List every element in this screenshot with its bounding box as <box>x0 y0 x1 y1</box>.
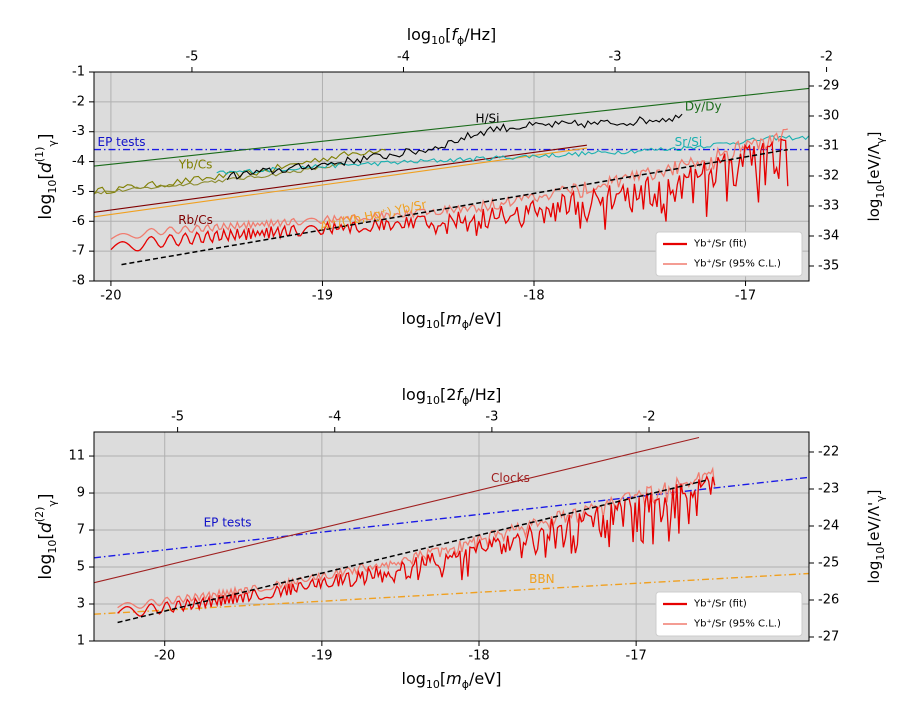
y-tick-label: -8 <box>72 274 85 289</box>
legend-box <box>655 591 803 637</box>
series-group <box>94 87 809 266</box>
legend: Yb⁺/Sr (fit) Yb⁺/Sr (95% C.L.) <box>655 231 803 277</box>
x-axis-label: log10[mϕ/eV] <box>402 669 502 692</box>
x-tick-label: -19 <box>311 649 332 664</box>
series-sr-si <box>216 135 809 175</box>
right-tick-label: -33 <box>818 199 839 214</box>
y-tick-label: 9 <box>77 486 85 501</box>
top-tick-label: -4 <box>397 50 410 65</box>
series-ep-tests <box>94 476 809 559</box>
right-tick-label: -26 <box>818 593 839 608</box>
right-tick-label: -24 <box>818 519 839 534</box>
series-yb-sr-95-c-l- <box>110 128 788 240</box>
annotation-rb-cs: Rb/Cs <box>178 213 213 227</box>
right-tick-label: -22 <box>818 445 839 460</box>
top-axis-label: log10[2fϕ/Hz] <box>402 385 502 408</box>
series-yb-cs-thin- <box>94 163 344 195</box>
x-tick-label: -20 <box>154 649 175 664</box>
right-tick-label: -34 <box>818 229 839 244</box>
y-tick-label: 11 <box>68 449 85 464</box>
top-tick-label: -3 <box>485 410 498 425</box>
series-yb-sr-fit- <box>117 474 716 617</box>
right-axis-label: log10[eV/Λγ] <box>865 132 887 222</box>
y-tick-label: -3 <box>72 124 85 139</box>
bottom-chart-panel: Clocks EP tests BBN -20 -19 -18 -17 1 3 5 7 9 11 -5 -4… <box>33 385 887 692</box>
right-tick-label: -35 <box>818 259 839 274</box>
annotation-sr-si: Sr/Si <box>675 135 703 149</box>
right-tick-label: -27 <box>818 630 839 645</box>
y-tick-label: -5 <box>72 184 85 199</box>
series-yb-sr-fit-trend <box>121 148 788 266</box>
annotation-ep-tests: EP tests <box>204 516 252 530</box>
x-tick-label: -18 <box>468 649 489 664</box>
right-tick-label: -25 <box>818 556 839 571</box>
x-tick-label: -18 <box>523 289 544 304</box>
legend: Yb⁺/Sr (fit) Yb⁺/Sr (95% C.L.) <box>655 591 803 637</box>
right-tick-label: -32 <box>818 169 839 184</box>
series-h-si <box>226 113 683 181</box>
plot-frame <box>93 431 810 642</box>
top-tick-label: -3 <box>609 50 622 65</box>
legend-box <box>655 231 803 277</box>
y-tick-label: 5 <box>77 560 85 575</box>
legend-label: Yb⁺/Sr (fit) <box>693 599 747 610</box>
x-axis-label: log10[mϕ/eV] <box>402 309 502 332</box>
annotation-h-si: H/Si <box>475 111 499 125</box>
annotation-yb-cs: Yb/Cs <box>178 158 213 172</box>
legend-label: Yb⁺/Sr (95% C.L.) <box>693 619 781 630</box>
series-dy-dy <box>94 87 809 167</box>
y-tick-label: 7 <box>77 523 85 538</box>
annotation-bbn: BBN <box>529 572 554 586</box>
x-tick-label: -20 <box>100 289 121 304</box>
y-tick-label: -2 <box>72 94 85 109</box>
top-chart-panel: EP testsYb/CsRb/CsH/SiDy/DySr/SiAl⁺/(Yb,… <box>33 25 887 332</box>
top-tick-label: -4 <box>328 410 341 425</box>
y-tick-label: 3 <box>77 597 85 612</box>
top-tick-label: -2 <box>643 410 656 425</box>
series-al-yb-hg-yb-sr <box>94 147 587 218</box>
series-rb-cs <box>94 144 587 213</box>
y-tick-label: -1 <box>72 65 85 80</box>
right-tick-label: -29 <box>818 79 839 94</box>
right-tick-label: -31 <box>818 139 839 154</box>
series-bbn <box>94 572 809 615</box>
series-clocks <box>94 436 700 584</box>
y-tick-label: -7 <box>72 244 85 259</box>
y-tick-label: 1 <box>77 634 85 649</box>
annotation-ep-tests: EP tests <box>98 135 146 149</box>
x-tick-label: -17 <box>735 289 756 304</box>
legend-label: Yb⁺/Sr (fit) <box>693 239 747 250</box>
x-tick-label: -19 <box>312 289 333 304</box>
annotation-dy-dy: Dy/Dy <box>685 99 722 113</box>
y-axis-label: log10[d(1)γ] <box>33 133 59 219</box>
x-tick-label: -17 <box>626 649 647 664</box>
right-axis-label: log10[eV/Λ'γ] <box>865 489 887 583</box>
top-tick-label: -2 <box>820 50 833 65</box>
top-tick-label: -5 <box>171 410 184 425</box>
annotation-clocks: Clocks <box>491 471 530 485</box>
legend-label: Yb⁺/Sr (95% C.L.) <box>693 259 781 270</box>
y-tick-label: -4 <box>72 154 85 169</box>
right-tick-label: -23 <box>818 482 839 497</box>
right-tick-label: -30 <box>818 109 839 124</box>
series-yb-sr-fit- <box>110 138 789 252</box>
y-tick-label: -6 <box>72 214 85 229</box>
series-group <box>94 436 809 624</box>
series-yb-sr-fit-trend <box>117 479 708 624</box>
y-axis-label: log10[d(2)γ] <box>33 493 59 579</box>
top-axis-label: log10[fϕ/Hz] <box>407 25 497 48</box>
top-tick-label: -5 <box>185 50 198 65</box>
